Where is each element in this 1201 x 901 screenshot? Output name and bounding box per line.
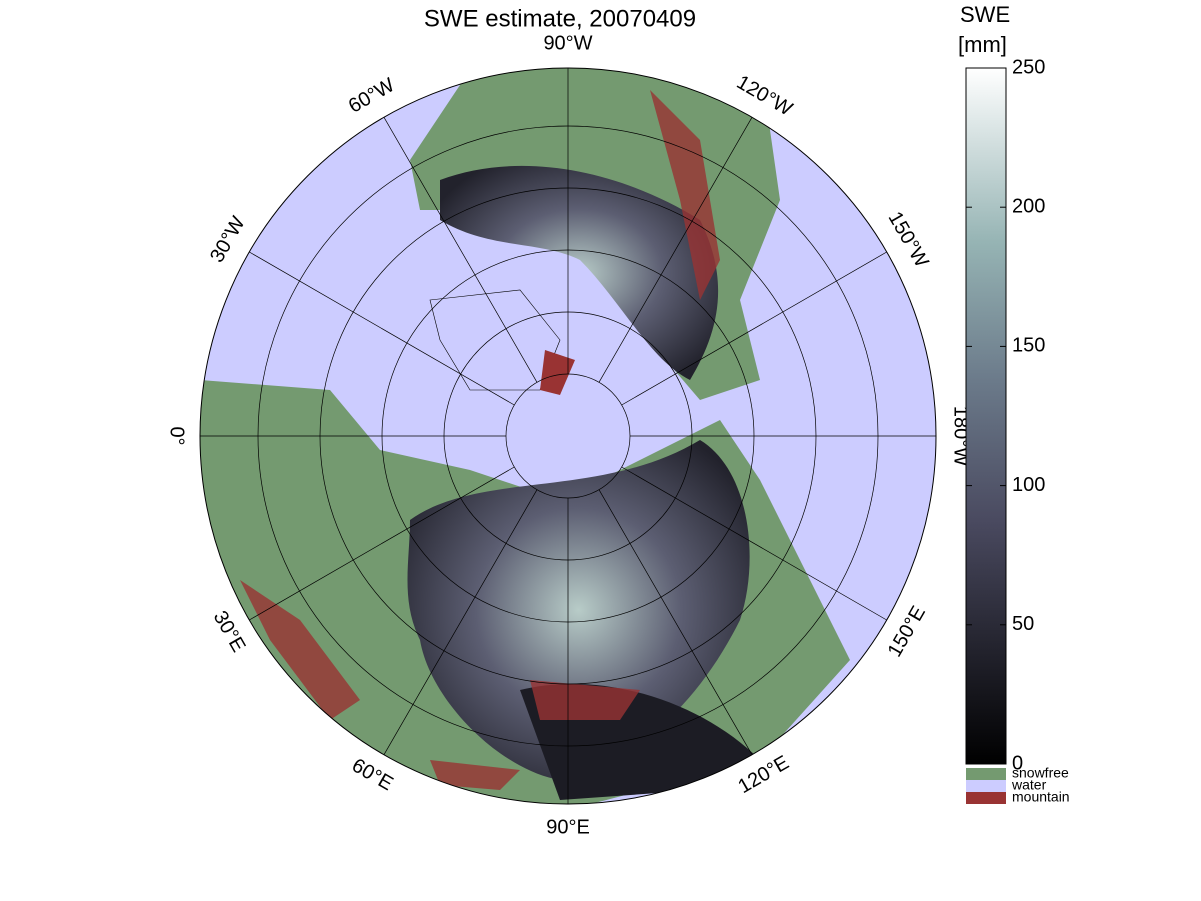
colorbar-tick-label: 50 xyxy=(1012,613,1034,635)
longitude-label: 30°W xyxy=(206,213,250,267)
colorbar-title: SWE xyxy=(960,2,1010,27)
longitude-label: 60°E xyxy=(348,754,397,795)
meridian xyxy=(598,117,753,383)
colorbar: SWE [mm] 0 50 100 150 200 250 snowfreewatermou… xyxy=(958,2,1070,805)
graticule xyxy=(199,67,937,805)
legend-swatch xyxy=(966,768,1006,780)
legend-label: mountain xyxy=(1012,789,1070,805)
land xyxy=(200,68,850,804)
colorbar-scale xyxy=(965,67,1007,765)
title: SWE estimate, 20070409 xyxy=(424,5,696,32)
colorbar-tick-label: 0 xyxy=(1012,752,1023,774)
legend-swatch xyxy=(966,780,1006,792)
colorbar-tick-label: 250 xyxy=(1012,56,1045,78)
longitude-label: 90°E xyxy=(546,816,590,838)
longitude-label: 60°W xyxy=(345,74,399,118)
colorbar-tick-label: 200 xyxy=(1012,195,1045,217)
longitude-label: 0° xyxy=(166,426,188,445)
colorbar-title: [mm] xyxy=(958,32,1007,57)
longitude-label: 30°E xyxy=(209,607,250,656)
colorbar-tick-label: 100 xyxy=(1012,474,1045,496)
meridian xyxy=(249,466,515,621)
legend-swatch xyxy=(966,792,1006,804)
colorbar-tick-label: 150 xyxy=(1012,335,1045,357)
legend-label: water xyxy=(1011,777,1047,793)
meridian xyxy=(621,466,887,621)
longitude-label: 90°W xyxy=(543,32,592,54)
legend-label: snowfree xyxy=(1012,765,1069,781)
meridian xyxy=(621,251,887,406)
meridian xyxy=(383,489,538,755)
meridian xyxy=(249,251,515,406)
meridian xyxy=(383,117,538,383)
map: 0°30°E60°E90°E120°E150°E180°W150°W120°W9… xyxy=(166,32,972,838)
meridian xyxy=(598,489,753,755)
